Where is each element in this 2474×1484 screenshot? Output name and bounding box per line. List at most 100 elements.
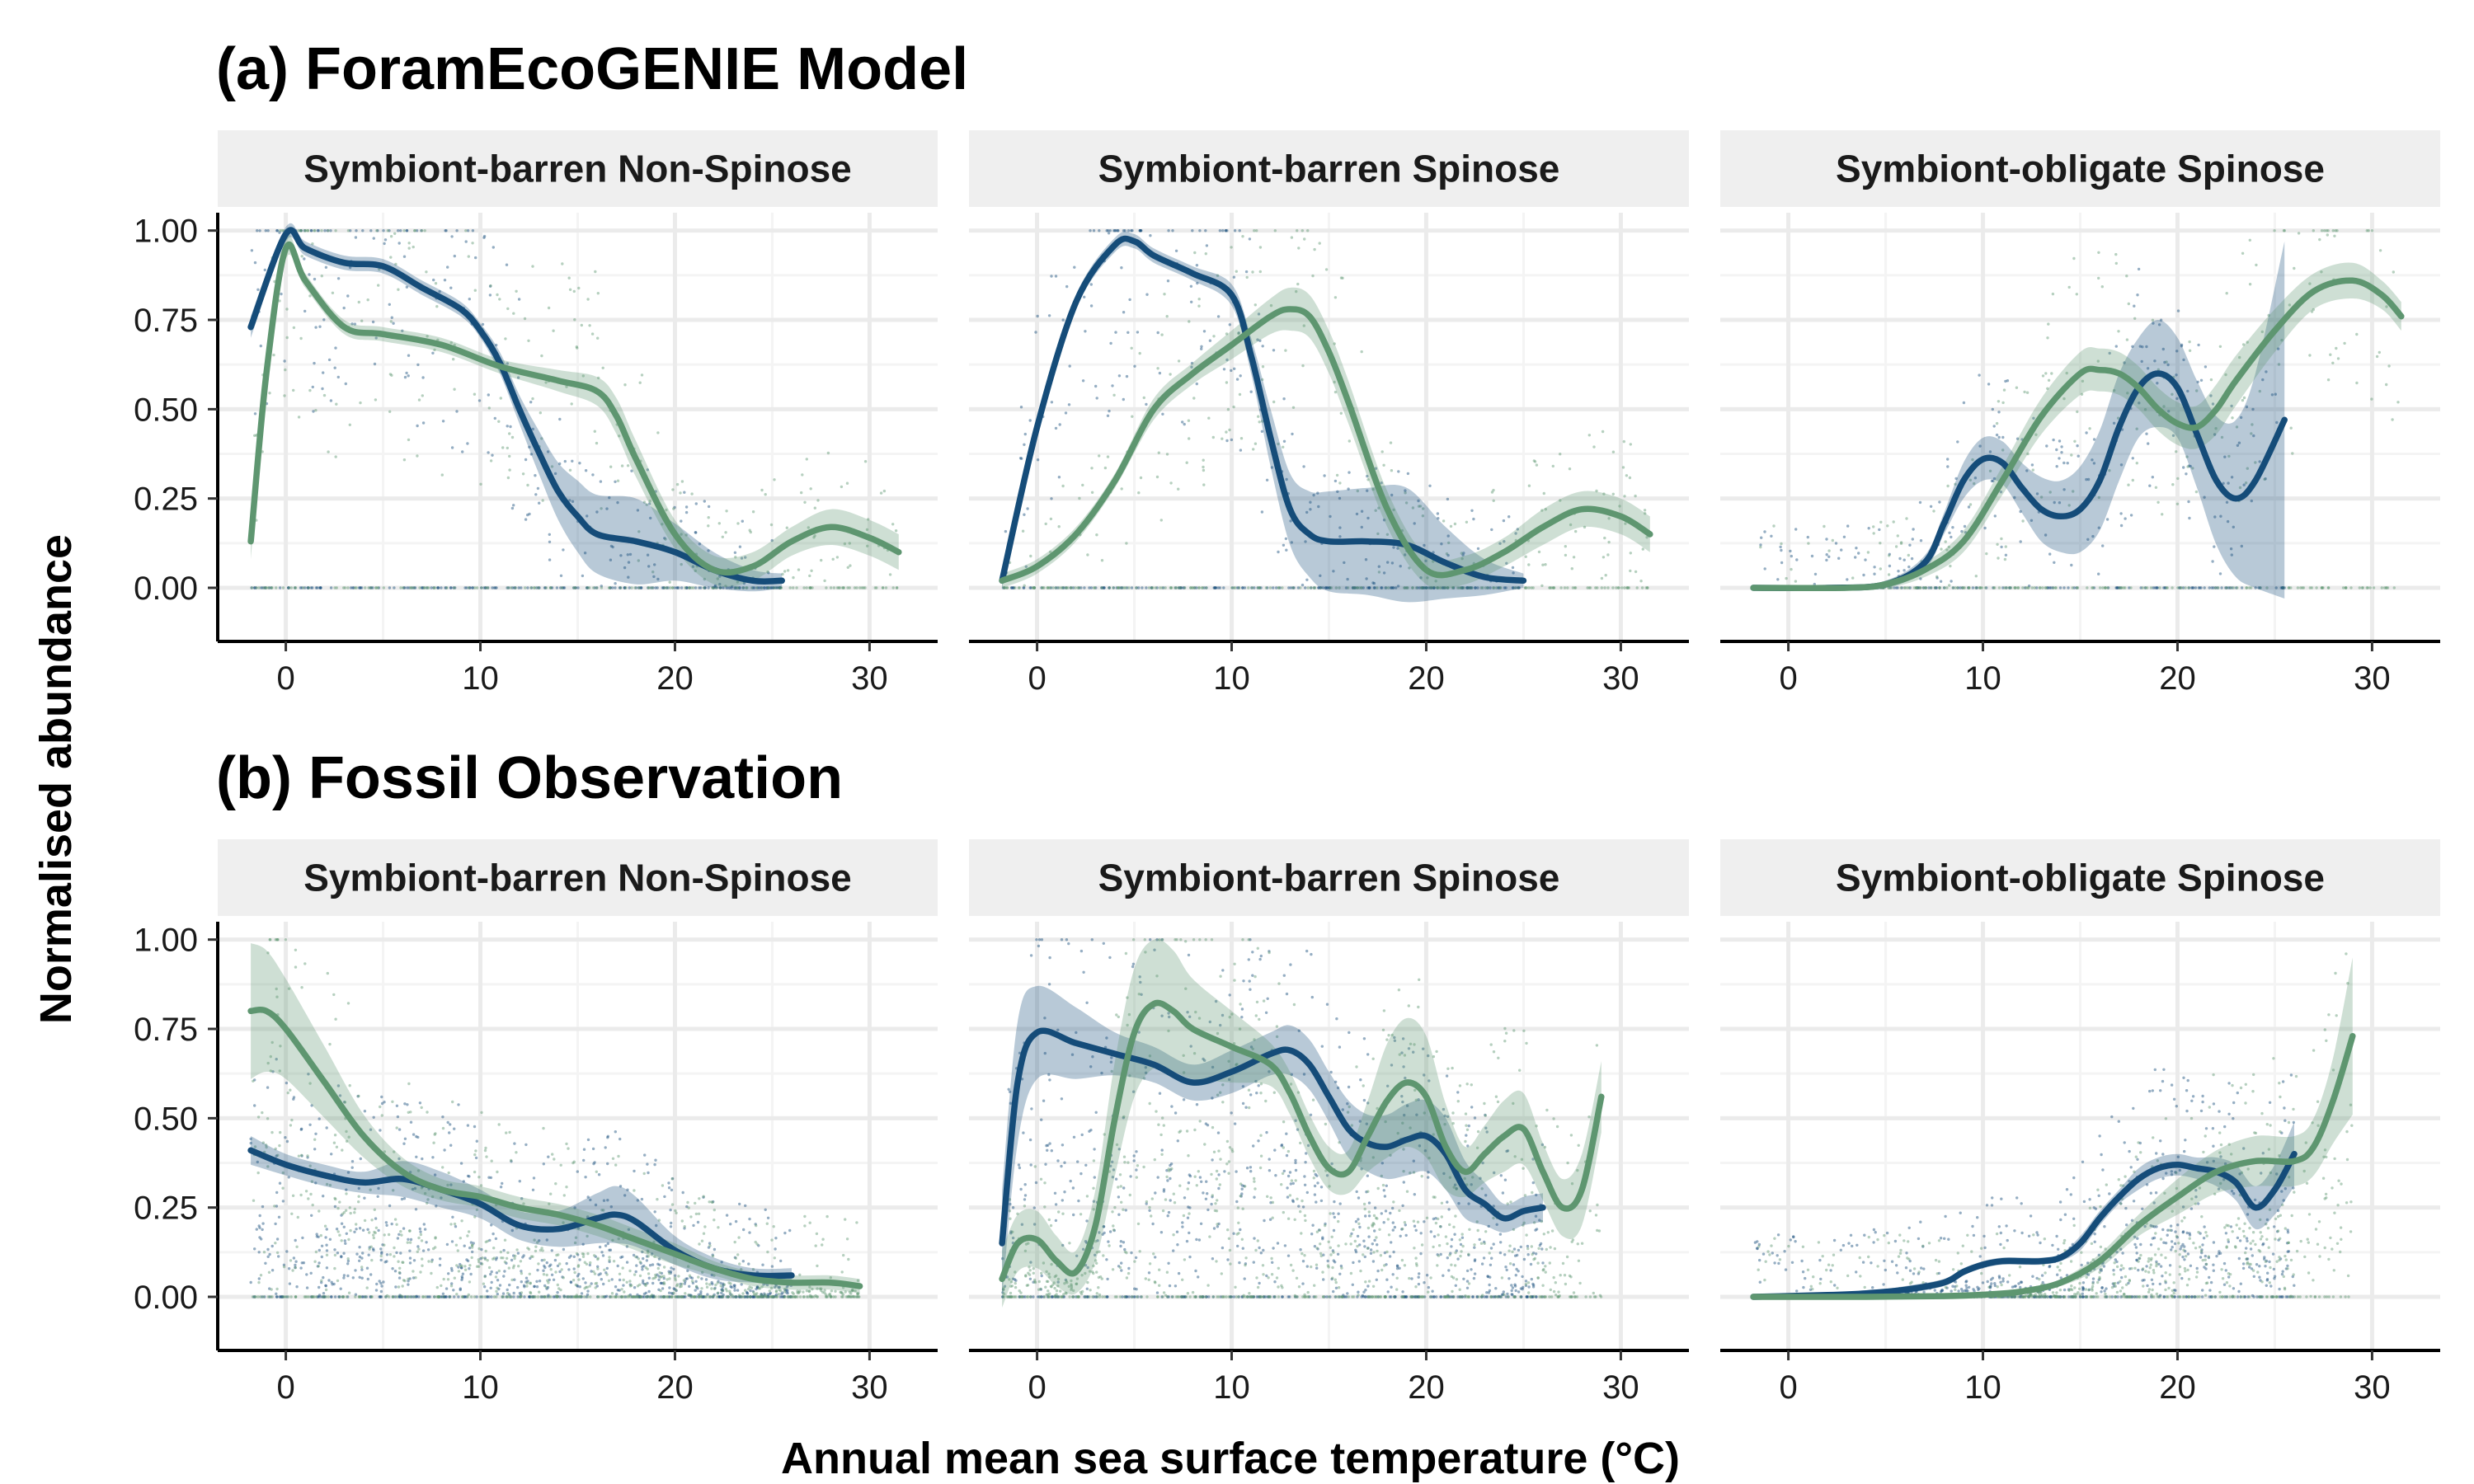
data-point	[2235, 586, 2238, 589]
data-point	[1030, 1107, 1033, 1111]
data-point	[1192, 586, 1195, 589]
data-point	[1629, 552, 1633, 555]
data-point	[1243, 586, 1247, 589]
data-point	[865, 528, 869, 532]
data-point	[2124, 517, 2127, 520]
data-point	[1237, 331, 1240, 336]
data-point	[280, 229, 284, 232]
data-point	[2239, 416, 2243, 420]
data-point	[787, 1295, 790, 1298]
data-point	[334, 1017, 337, 1021]
data-point	[275, 1287, 279, 1291]
data-point	[1335, 1017, 1338, 1021]
data-point	[1305, 1190, 1310, 1195]
data-point	[510, 435, 515, 439]
data-point	[395, 1104, 399, 1108]
data-point	[1390, 586, 1393, 589]
data-point	[2185, 472, 2188, 476]
data-point	[402, 586, 405, 589]
data-point	[1319, 586, 1322, 589]
data-point	[324, 265, 328, 269]
data-point	[533, 1295, 536, 1298]
data-point	[2229, 586, 2232, 589]
data-point	[1347, 1085, 1351, 1089]
data-point	[586, 586, 589, 589]
data-point	[1967, 586, 1970, 589]
data-point	[713, 1247, 717, 1252]
data-point	[1551, 586, 1555, 589]
data-point	[718, 575, 722, 578]
data-point	[1568, 467, 1572, 471]
data-point	[766, 1250, 769, 1254]
data-point	[1620, 586, 1624, 589]
data-point	[1048, 956, 1051, 960]
data-point	[396, 1115, 400, 1119]
data-point	[623, 586, 627, 589]
data-point	[1954, 586, 1957, 589]
data-point	[357, 1195, 360, 1198]
data-point	[581, 1277, 585, 1280]
data-point	[792, 586, 795, 589]
data-point	[1145, 402, 1148, 406]
data-point	[336, 1279, 340, 1283]
y-tick-label: 1.00	[134, 214, 198, 250]
data-point	[370, 1295, 374, 1298]
data-point	[1174, 249, 1178, 252]
data-point	[1233, 586, 1237, 589]
data-point	[653, 563, 656, 566]
data-point	[651, 586, 654, 589]
data-point	[1459, 586, 1462, 589]
data-point	[1978, 586, 1982, 589]
data-point	[1956, 586, 1959, 589]
data-point	[516, 1252, 520, 1255]
data-point	[1907, 565, 1911, 569]
data-point	[670, 586, 675, 589]
data-point	[526, 513, 529, 517]
data-point	[281, 1295, 285, 1298]
data-point	[453, 1295, 456, 1298]
data-point	[1908, 586, 1912, 589]
data-point	[756, 586, 760, 589]
data-point	[1151, 586, 1155, 589]
data-point	[1100, 559, 1104, 562]
data-point	[1010, 586, 1014, 589]
data-point	[1018, 586, 1022, 589]
data-point	[405, 285, 409, 289]
data-point	[1373, 1206, 1377, 1209]
data-point	[1251, 270, 1254, 274]
data-point	[1137, 586, 1141, 589]
data-point	[2046, 336, 2049, 340]
data-point	[2241, 343, 2246, 346]
data-point	[1366, 478, 1370, 481]
data-point	[1050, 401, 1054, 404]
data-point	[407, 247, 411, 250]
data-point	[278, 1144, 281, 1148]
data-point	[2177, 586, 2181, 589]
data-point	[727, 586, 731, 589]
data-point	[1049, 586, 1053, 589]
data-point	[1242, 979, 1245, 983]
data-point	[278, 299, 281, 303]
data-point	[529, 1281, 532, 1284]
data-point	[1238, 392, 1242, 397]
data-point	[281, 1200, 285, 1203]
data-point	[1191, 229, 1194, 232]
data-point	[765, 1222, 769, 1225]
data-point	[351, 586, 355, 589]
data-point	[1460, 586, 1464, 589]
data-point	[1090, 467, 1094, 470]
data-point	[1527, 563, 1531, 566]
data-point	[738, 1262, 741, 1266]
data-point	[1857, 552, 1860, 555]
data-point	[647, 1272, 651, 1275]
data-point	[294, 1263, 297, 1267]
data-point	[1161, 412, 1164, 416]
data-point	[266, 229, 270, 232]
data-point	[1365, 577, 1368, 580]
data-point	[1114, 229, 1117, 232]
data-point	[451, 1100, 454, 1104]
data-point	[1339, 276, 1343, 279]
data-point	[592, 1162, 595, 1166]
data-point	[290, 1212, 294, 1216]
data-point	[383, 1101, 386, 1104]
